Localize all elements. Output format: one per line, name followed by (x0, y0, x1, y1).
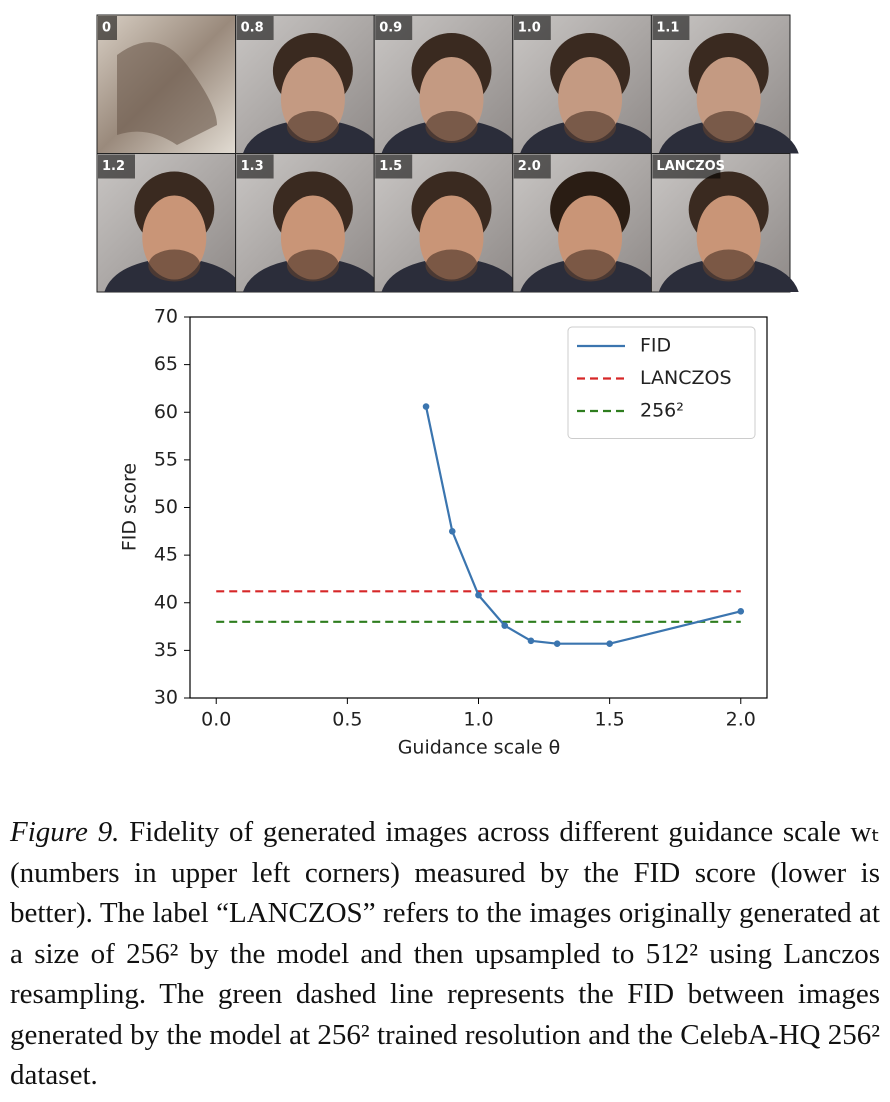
data-point (422, 403, 430, 410)
data-point (737, 608, 745, 615)
abstract-shape (117, 42, 217, 146)
image-label: 0.9 (379, 21, 402, 36)
data-point (448, 528, 456, 535)
y-axis-label: FID score (119, 463, 141, 551)
beard (702, 111, 755, 143)
data-point (527, 637, 535, 645)
caption-text: Fidelity of generated images across diff… (10, 816, 880, 1091)
caption: Figure 9. Fidelity of generated images a… (10, 812, 880, 1096)
image-grid: 0 0.8 0.9 1.0 1.1 1.2 1.3 1.5 2.0 LANCZOS (96, 14, 799, 293)
y-tick-label: 40 (154, 591, 178, 613)
beard (286, 249, 339, 282)
x-tick-label: 1.0 (463, 709, 493, 731)
label-box (98, 154, 135, 179)
beard (564, 249, 617, 282)
caption-label: Figure 9. (10, 816, 120, 848)
label-box (236, 16, 274, 40)
image-label: 1.3 (241, 159, 264, 174)
label-box (513, 154, 551, 179)
beard (425, 249, 478, 282)
y-tick-label: 55 (154, 448, 178, 470)
x-tick-label: 0.0 (201, 709, 231, 731)
x-tick-label: 0.5 (332, 709, 362, 731)
y-tick-label: 65 (154, 353, 178, 375)
figure: 0 0.8 0.9 1.0 1.1 1.2 1.3 1.5 2.0 LANCZOS FID sco… (96, 14, 799, 759)
image-label: 1.5 (379, 159, 402, 174)
beard (286, 111, 339, 143)
series-line (424, 406, 742, 645)
y-tick-label: 70 (154, 306, 178, 328)
image-label: 1.1 (656, 21, 679, 36)
data-point (475, 591, 482, 599)
image-label: 0.8 (241, 21, 264, 36)
chart: FID score Guidance scale θ 30 35 40 45 50 55 6… (119, 306, 768, 759)
beard (564, 111, 617, 143)
legend-label: LANCZOS (640, 367, 732, 389)
beard (425, 111, 478, 143)
image-label: 0 (102, 21, 111, 36)
x-tick-label: 2.0 (726, 709, 756, 731)
image-label: LANCZOS (656, 159, 725, 174)
x-tick-label: 1.5 (595, 709, 625, 731)
image-label: 2.0 (518, 159, 541, 174)
legend-box (567, 326, 756, 439)
label-box (375, 154, 413, 179)
image-label: 1.2 (102, 159, 125, 174)
beard (148, 249, 201, 282)
label-box (375, 16, 413, 40)
image-label: 1.0 (518, 21, 541, 36)
label-box (652, 16, 690, 40)
beard (702, 249, 755, 282)
data-point (606, 640, 613, 648)
y-tick-label: 35 (154, 639, 178, 661)
y-tick-label: 45 (154, 544, 178, 566)
data-point (501, 622, 509, 629)
y-tick-label: 60 (154, 401, 178, 423)
label-box (513, 16, 551, 40)
y-tick-label: 30 (154, 687, 178, 709)
label-box (236, 154, 274, 179)
label-box (652, 154, 721, 179)
data-point (553, 640, 561, 648)
label-box (98, 16, 117, 40)
x-axis-label: Guidance scale θ (398, 737, 561, 759)
legend-label: 256² (640, 400, 684, 422)
y-tick-label: 50 (154, 496, 178, 518)
legend-label: FID (640, 335, 671, 357)
